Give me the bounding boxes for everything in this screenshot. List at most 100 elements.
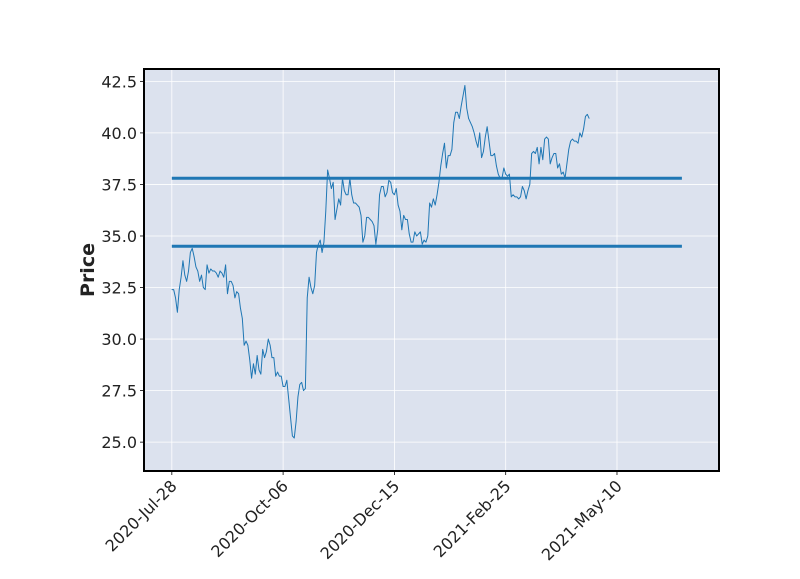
data-point — [535, 153, 536, 154]
data-point — [258, 369, 260, 371]
data-point — [460, 105, 462, 107]
data-point — [242, 318, 243, 319]
data-point — [455, 111, 456, 113]
data-point — [559, 163, 560, 165]
data-point — [173, 289, 174, 290]
data-point — [184, 274, 186, 276]
data-point — [282, 386, 284, 387]
data-point — [208, 272, 210, 274]
data-point — [442, 153, 443, 154]
data-point — [447, 155, 449, 156]
data-point — [351, 194, 353, 196]
data-point — [429, 202, 430, 204]
data-point — [301, 382, 302, 383]
data-point — [399, 210, 401, 212]
data-point — [479, 132, 481, 134]
data-point — [492, 155, 494, 156]
y-axis-label: Price — [77, 243, 99, 297]
data-point — [177, 311, 178, 313]
data-point — [425, 241, 427, 243]
data-point — [366, 217, 367, 218]
data-point — [459, 118, 460, 119]
data-point — [254, 373, 256, 375]
data-point — [412, 241, 414, 243]
data-point — [306, 297, 308, 299]
data-point — [486, 126, 488, 128]
data-point — [575, 140, 577, 142]
data-point — [240, 307, 241, 309]
data-point — [251, 377, 252, 379]
data-point — [561, 173, 562, 175]
data-point — [178, 289, 180, 290]
data-point — [175, 297, 176, 299]
data-point — [505, 173, 506, 175]
data-point — [551, 157, 553, 158]
data-point — [585, 116, 586, 117]
data-point — [180, 276, 182, 278]
data-point — [395, 188, 397, 189]
data-point — [273, 357, 275, 358]
data-point — [256, 355, 258, 356]
data-point — [436, 194, 438, 196]
data-point — [288, 398, 289, 400]
data-point — [414, 231, 416, 233]
data-point — [562, 171, 564, 173]
data-point — [292, 435, 293, 437]
data-point — [587, 114, 588, 115]
data-point — [490, 155, 492, 156]
data-point — [433, 198, 434, 200]
data-point — [520, 196, 521, 198]
data-point — [249, 359, 251, 360]
data-point — [548, 138, 549, 140]
data-point — [312, 293, 314, 295]
data-point — [574, 140, 575, 142]
y-axis-ticks: 25.0 27.5 30.0 32.5 35.0 37.5 40.0 42.5 — [101, 72, 144, 452]
data-point — [588, 118, 590, 119]
data-point — [345, 194, 347, 196]
data-point — [373, 225, 375, 226]
data-point — [470, 122, 471, 123]
data-point — [553, 153, 555, 154]
data-point — [410, 241, 412, 243]
data-point — [488, 140, 490, 142]
data-point — [206, 264, 208, 266]
data-point — [308, 276, 310, 278]
data-point — [483, 151, 484, 152]
data-point — [186, 281, 187, 282]
y-tick-label: 42.5 — [101, 72, 137, 91]
x-tick-label: 2020-Dec-15 — [317, 476, 404, 563]
y-tick-label: 37.5 — [101, 175, 137, 194]
data-point — [253, 363, 254, 365]
data-point — [327, 169, 328, 171]
data-point — [496, 165, 497, 167]
data-point — [579, 132, 581, 134]
data-point — [197, 270, 199, 272]
data-point — [195, 266, 197, 268]
data-point — [223, 276, 225, 278]
y-tick-label: 35.0 — [101, 227, 137, 246]
data-point — [388, 180, 390, 181]
data-point — [190, 252, 191, 253]
data-point — [199, 281, 200, 282]
data-point — [405, 219, 406, 220]
data-point — [358, 206, 360, 208]
data-point — [331, 188, 332, 189]
data-point — [453, 122, 455, 123]
data-point — [277, 371, 278, 373]
data-point — [540, 147, 542, 148]
data-point — [338, 198, 340, 200]
data-point — [525, 198, 527, 200]
grid-lines — [144, 69, 719, 471]
data-point — [510, 196, 512, 198]
plot-frame — [143, 68, 720, 472]
data-point — [440, 165, 442, 167]
data-point — [266, 351, 267, 352]
data-point — [353, 202, 354, 204]
data-point — [369, 219, 371, 220]
data-point — [401, 229, 403, 231]
data-point — [305, 388, 306, 389]
data-point — [316, 252, 317, 253]
data-point — [518, 198, 519, 200]
y-tick-label: 27.5 — [101, 382, 137, 401]
